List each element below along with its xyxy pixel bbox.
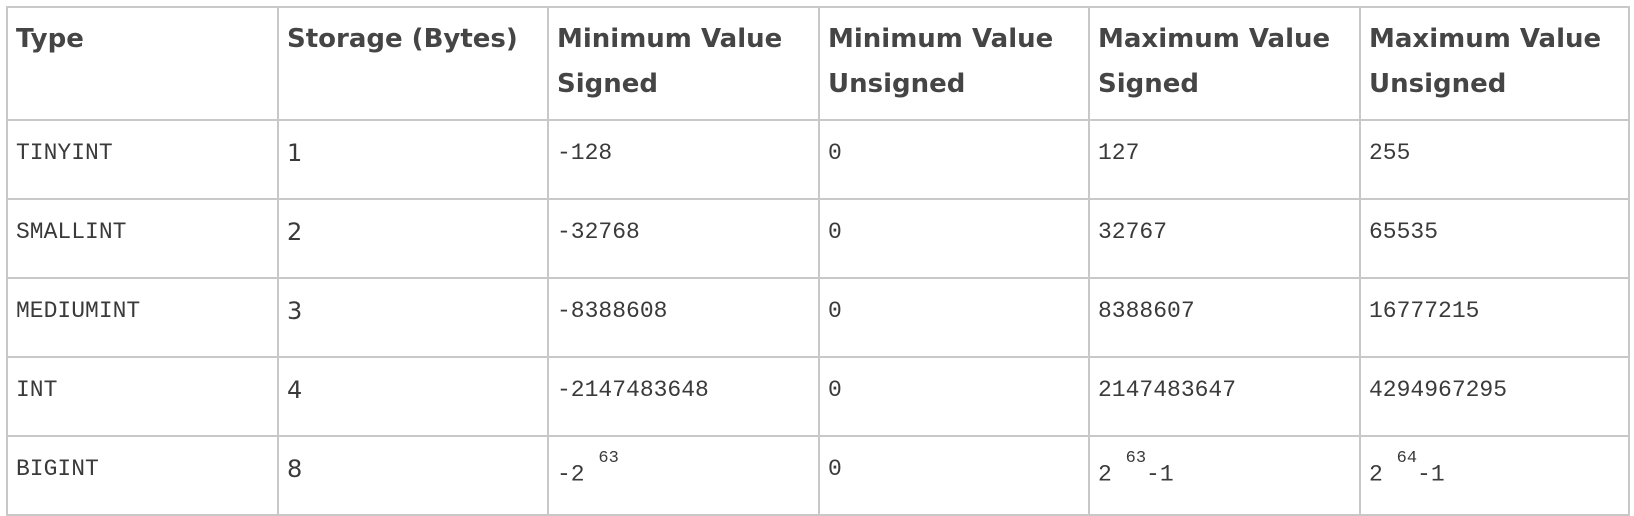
header-row: Type Storage (Bytes) Minimum Value Signe…: [6, 6, 1630, 121]
header-storage: Storage (Bytes): [277, 6, 549, 121]
min-unsigned-cell: 0: [818, 119, 1090, 200]
type-cell: MEDIUMINT: [6, 277, 279, 358]
power-base: -2: [557, 461, 585, 488]
storage-cell: 4: [277, 356, 549, 437]
min-unsigned-cell: 0: [818, 198, 1090, 279]
power-exponent: 63: [598, 449, 619, 468]
header-min-unsigned: Minimum Value Unsigned: [818, 6, 1090, 121]
max-unsigned-cell: 2 64-1: [1359, 435, 1630, 516]
table-row: TINYINT 1 -128 0 127 255: [6, 119, 1630, 200]
integer-types-table: Type Storage (Bytes) Minimum Value Signe…: [6, 6, 1630, 516]
max-signed-cell: 2 63-1: [1088, 435, 1361, 516]
power-suffix: -1: [1146, 461, 1174, 488]
power-exponent: 63: [1125, 449, 1147, 468]
table-row: BIGINT 8 -2 63 0 2 63-1 2 64-1: [6, 435, 1630, 516]
max-unsigned-cell: 65535: [1359, 198, 1630, 279]
table-row: MEDIUMINT 3 -8388608 0 8388607 16777215: [6, 277, 1630, 358]
min-unsigned-cell: 0: [818, 435, 1090, 516]
header-max-signed: Maximum Value Signed: [1088, 6, 1361, 121]
min-signed-cell: -8388608: [547, 277, 820, 358]
header-min-signed: Minimum Value Signed: [547, 6, 820, 121]
max-signed-cell: 32767: [1088, 198, 1361, 279]
table-row: SMALLINT 2 -32768 0 32767 65535: [6, 198, 1630, 279]
max-signed-cell: 2147483647: [1088, 356, 1361, 437]
storage-cell: 1: [277, 119, 549, 200]
min-unsigned-cell: 0: [818, 277, 1090, 358]
storage-cell: 2: [277, 198, 549, 279]
type-cell: INT: [6, 356, 279, 437]
min-signed-cell: -32768: [547, 198, 820, 279]
table-row: INT 4 -2147483648 0 2147483647 429496729…: [6, 356, 1630, 437]
max-unsigned-cell: 4294967295: [1359, 356, 1630, 437]
power-base: 2: [1369, 461, 1383, 488]
storage-cell: 3: [277, 277, 549, 358]
min-signed-cell: -2 63: [547, 435, 820, 516]
max-signed-cell: 8388607: [1088, 277, 1361, 358]
min-signed-cell: -2147483648: [547, 356, 820, 437]
max-unsigned-cell: 16777215: [1359, 277, 1630, 358]
header-type: Type: [6, 6, 279, 121]
storage-cell: 8: [277, 435, 549, 516]
power-suffix: -1: [1417, 461, 1445, 488]
min-signed-cell: -128: [547, 119, 820, 200]
type-cell: TINYINT: [6, 119, 279, 200]
type-cell: SMALLINT: [6, 198, 279, 279]
min-unsigned-cell: 0: [818, 356, 1090, 437]
power-exponent: 64: [1396, 449, 1418, 468]
type-cell: BIGINT: [6, 435, 279, 516]
header-max-unsigned: Maximum Value Unsigned: [1359, 6, 1630, 121]
max-signed-cell: 127: [1088, 119, 1361, 200]
power-base: 2: [1098, 461, 1112, 488]
max-unsigned-cell: 255: [1359, 119, 1630, 200]
